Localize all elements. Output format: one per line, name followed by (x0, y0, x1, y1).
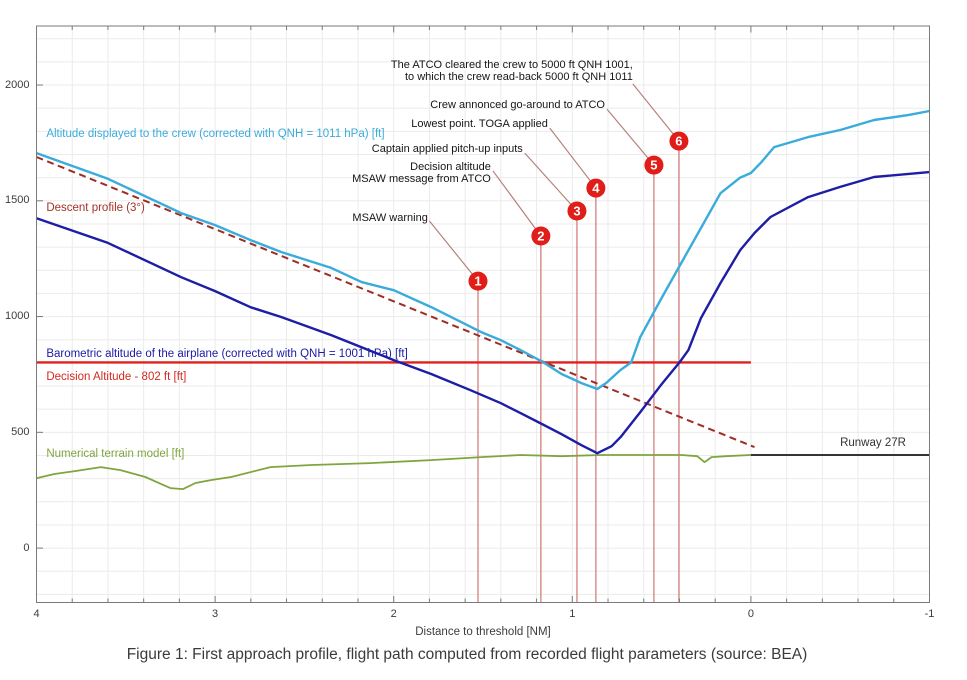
annotation-line: Captain applied pitch-up inputs (371, 143, 523, 156)
event-marker-4 (586, 178, 606, 198)
figure-caption: Figure 1: First approach profile, flight… (126, 646, 808, 663)
event-marker-2 (531, 226, 551, 246)
x-axis-label: Distance to threshold [NM] (415, 626, 551, 638)
y-tick-label: 1000 (5, 310, 30, 323)
y-tick-label: 1500 (5, 194, 30, 207)
series-descent_profile (36, 156, 755, 449)
series-label-decision_altitude: Decision Altitude - 802 ft [ft] (46, 371, 187, 384)
axes-box (36, 25, 930, 603)
y-tick-label: 0 (23, 541, 30, 554)
event-marker-5 (644, 155, 664, 175)
event-marker-number-6: 6 (675, 134, 682, 149)
series-label-terrain: Numerical terrain model [ft] (46, 448, 185, 461)
annotation-text-5: Crew annonced go-around to ATCO (185, 99, 605, 111)
annotation-line: The ATCO cleared the crew to 5000 ft QNH… (390, 58, 633, 71)
event-leader-1 (428, 220, 479, 282)
annotation-text-1: MSAW warning (8, 211, 428, 224)
event-leader-2 (492, 170, 542, 237)
x-tick-label: 0 (747, 608, 754, 620)
x-tick-label: 1 (569, 608, 576, 620)
x-tick-label: 3 (212, 608, 219, 620)
annotation-text-4: Lowest point. TOGA applied (128, 118, 548, 130)
annotation-text-2: Decision altitude MSAW message from ATCO (71, 161, 491, 185)
event-marker-number-5: 5 (650, 158, 657, 173)
x-tick-label: -1 (924, 608, 935, 620)
event-leader-4 (549, 127, 597, 189)
annotation-line: to which the crew read-back 5000 ft QNH … (404, 70, 633, 83)
event-marker-number-1: 1 (474, 274, 481, 289)
event-leader-6 (632, 83, 680, 142)
event-marker-3 (567, 201, 587, 221)
series-displayed_altitude (36, 109, 930, 391)
series-terrain (36, 454, 751, 491)
event-marker-1 (468, 271, 488, 291)
event-leader-3 (524, 152, 578, 212)
annotation-text-3: Captain applied pitch-up inputs (103, 143, 523, 155)
annotation-line: Lowest point. TOGA applied (411, 118, 548, 131)
event-marker-number-4: 4 (592, 181, 600, 196)
series-label-barometric_altitude: Barometric altitude of the airplane (cor… (46, 347, 408, 360)
event-leader-5 (606, 108, 655, 166)
annotation-line: MSAW warning (352, 211, 428, 224)
y-tick-label: 2000 (5, 78, 30, 91)
event-marker-6 (669, 131, 689, 151)
event-marker-number-3: 3 (573, 203, 580, 218)
annotation-line: MSAW message from ATCO (352, 173, 491, 186)
x-tick-label: 2 (390, 608, 397, 620)
series-label-descent_profile: Descent profile (3°) (46, 202, 145, 215)
annotation-text-6: The ATCO cleared the crew to 5000 ft QNH… (213, 59, 633, 83)
series-label-displayed_altitude: Altitude displayed to the crew (correcte… (46, 128, 385, 141)
event-marker-number-2: 2 (537, 228, 544, 243)
y-tick-label: 500 (11, 425, 30, 438)
x-tick-label: 4 (33, 608, 40, 620)
annotation-line: Crew annonced go-around to ATCO (430, 98, 605, 111)
annotation-line: Decision altitude (410, 161, 491, 174)
series-barometric_altitude (36, 170, 930, 455)
series-label-runway: Runway 27R (840, 437, 906, 450)
